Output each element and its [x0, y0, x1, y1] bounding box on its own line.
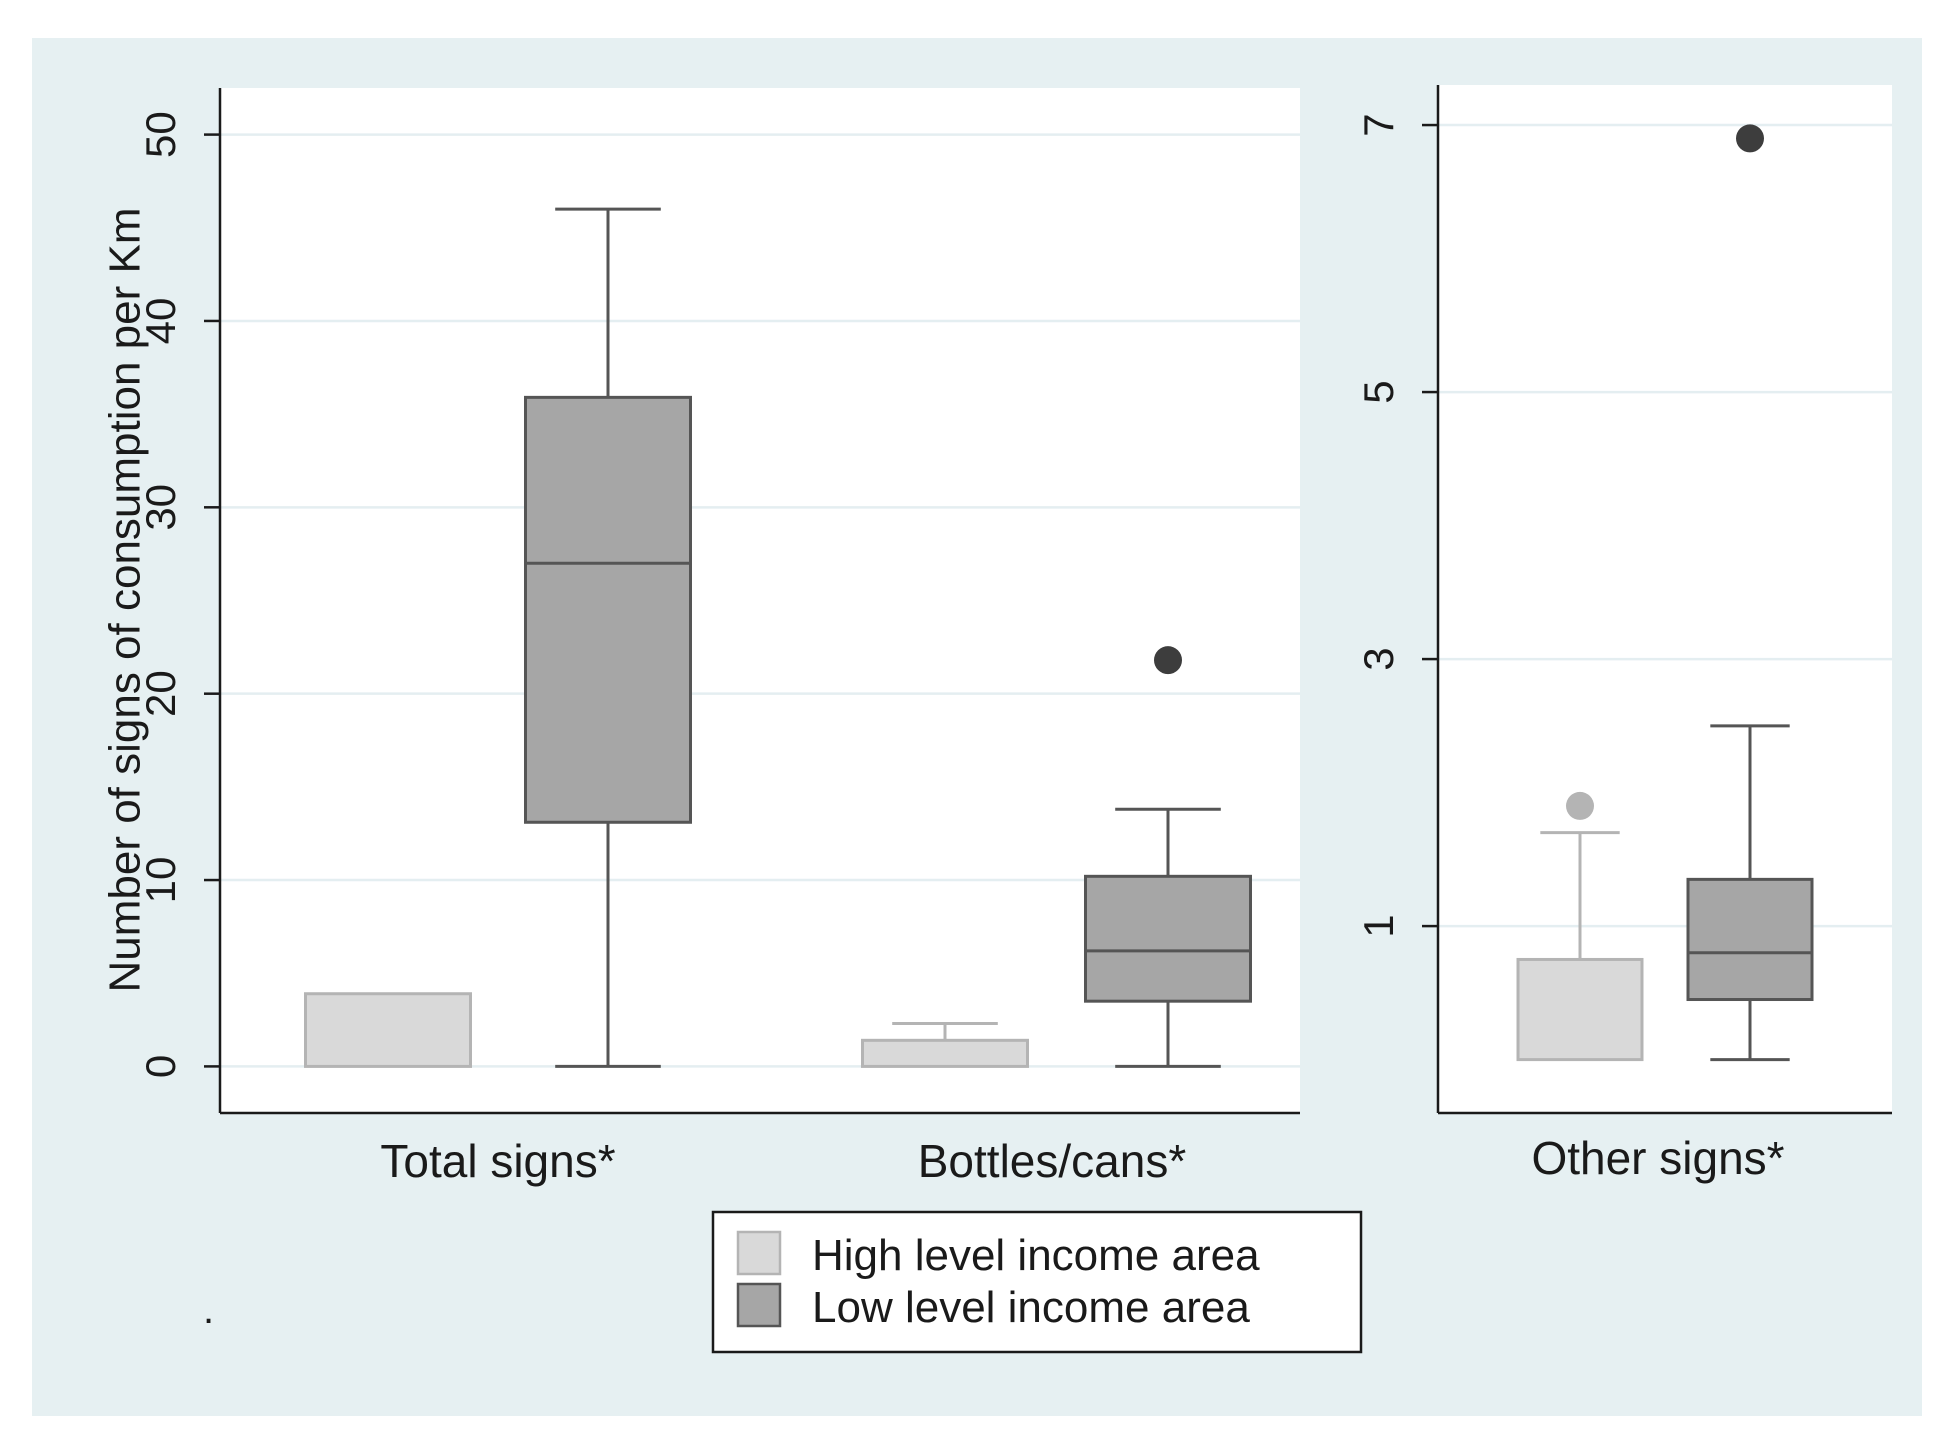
y-tick-label-50: 50 — [137, 111, 184, 158]
category-label-bottles-cans: Bottles/cans* — [918, 1135, 1187, 1187]
box-other-signs-low-iqr — [1686, 877, 1814, 1002]
box-total-signs-low-iqr — [524, 395, 692, 824]
category-label-total-signs: Total signs* — [380, 1135, 615, 1187]
stray-dot: . — [203, 1288, 214, 1332]
right-y-ticks: 1 3 5 7 — [1355, 113, 1438, 938]
y-axis-label: Number of signs of consumption per Km — [101, 207, 150, 992]
y-tick-label-7: 7 — [1355, 113, 1402, 136]
legend-frame — [711, 1210, 1363, 1354]
legend: High level income area Low level income … — [711, 1210, 1363, 1354]
y-tick-label-20: 20 — [137, 670, 184, 717]
box-other-signs-high-outlier-0 — [1566, 791, 1594, 820]
right-panel: 1 3 5 7 Other signs* — [1355, 85, 1892, 1184]
box-total-signs-high-iqr — [304, 992, 472, 1068]
box-other-signs-high-iqr — [1516, 957, 1644, 1062]
left-y-ticks: 0 10 20 30 40 50 — [137, 111, 220, 1078]
box-total-signs-low — [524, 207, 692, 1068]
y-tick-label-10: 10 — [137, 857, 184, 904]
left-panel: 0 10 20 30 40 50 Number of signs of consumpti… — [101, 88, 1300, 1187]
box-other-signs-low-outlier-0 — [1736, 124, 1764, 153]
legend-swatch-low — [736, 1282, 782, 1328]
y-tick-label-40: 40 — [137, 298, 184, 345]
y-tick-label-0: 0 — [137, 1055, 184, 1078]
y-tick-label-3: 3 — [1355, 647, 1402, 670]
right-gridlines — [1438, 123, 1892, 928]
box-other-signs-low — [1686, 124, 1814, 1062]
box-bottles-cans-high — [861, 1022, 1029, 1068]
legend-swatch-high — [736, 1230, 782, 1276]
box-bottles-cans-low — [1084, 646, 1252, 1068]
box-total-signs-high — [304, 992, 472, 1068]
box-other-signs-high — [1516, 791, 1644, 1062]
box-bottles-cans-low-outlier-0 — [1154, 646, 1182, 675]
y-tick-label-30: 30 — [137, 484, 184, 531]
y-tick-label-5: 5 — [1355, 380, 1402, 403]
category-label-other-signs: Other signs* — [1531, 1132, 1784, 1184]
legend-label-high: High level income area — [812, 1231, 1260, 1280]
y-tick-label-1: 1 — [1355, 914, 1402, 937]
right-plot-area — [1438, 85, 1892, 1113]
box-bottles-cans-low-iqr — [1084, 874, 1252, 1003]
left-boxes — [304, 207, 1252, 1068]
box-bottles-cans-high-iqr — [861, 1038, 1029, 1068]
right-boxes — [1516, 124, 1814, 1062]
legend-label-low: Low level income area — [812, 1283, 1250, 1332]
